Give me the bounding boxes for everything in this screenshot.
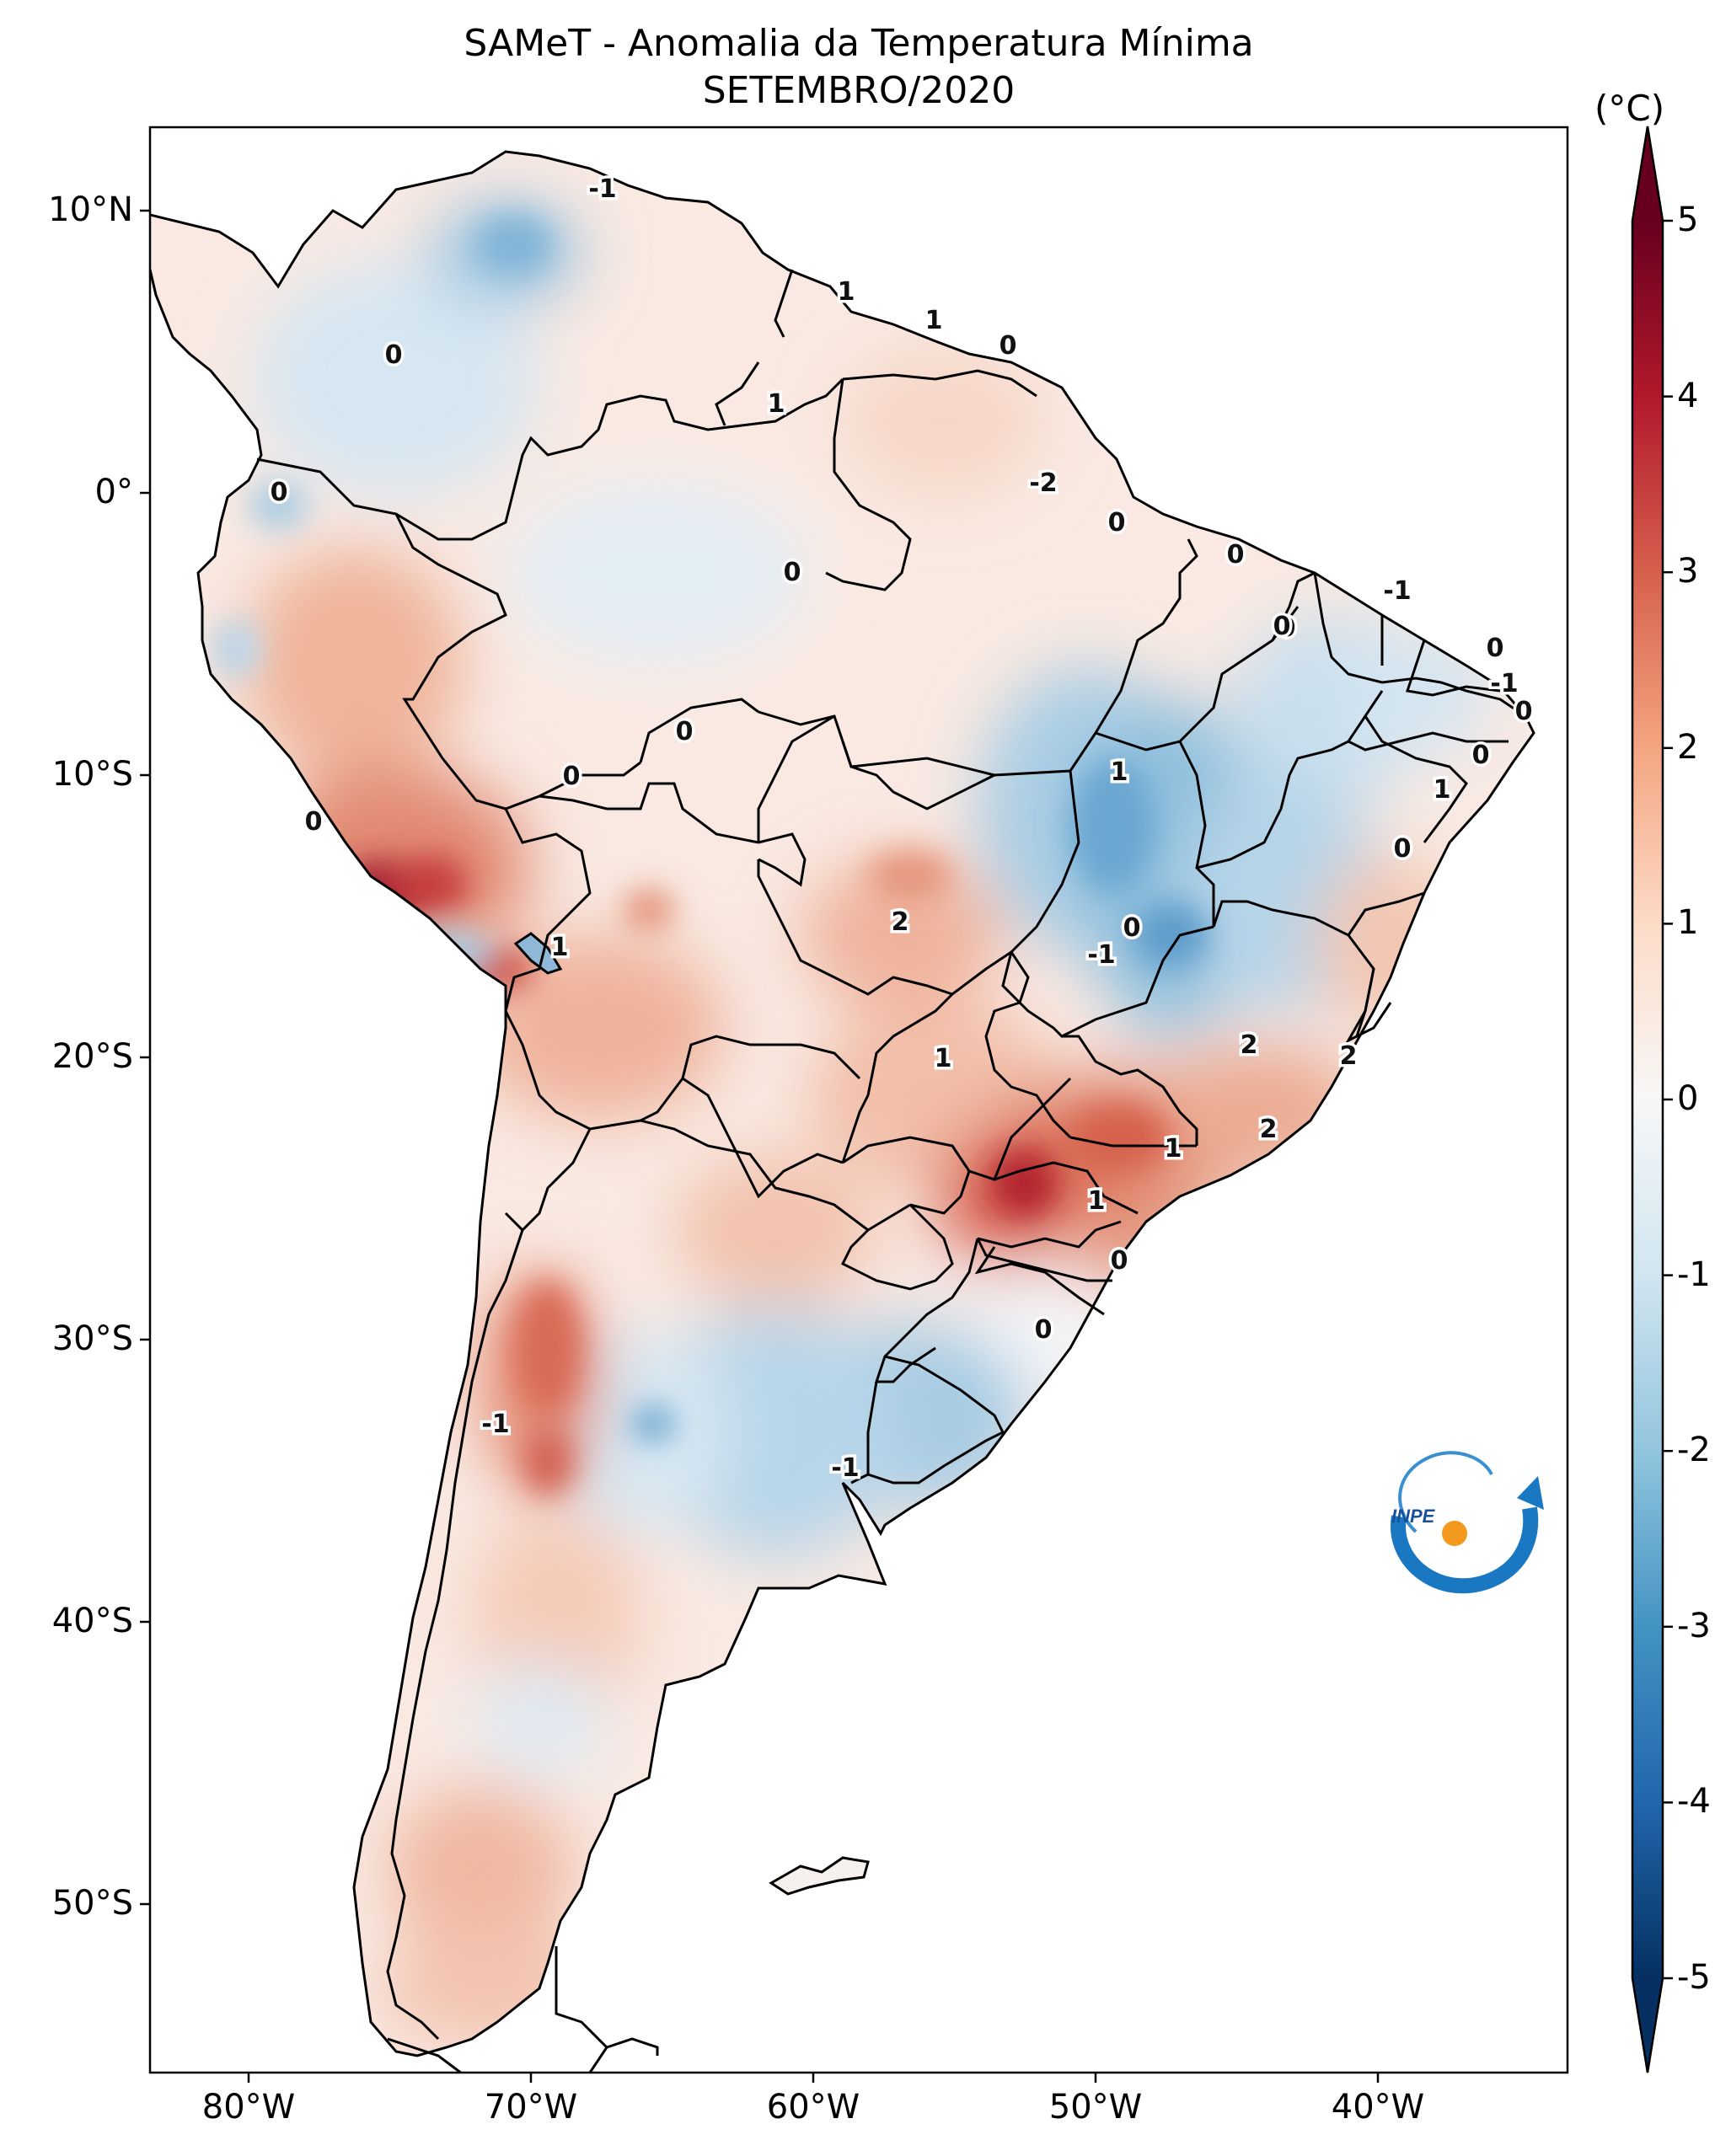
falkland-islands (769, 1856, 870, 1896)
contour-label: -1 (481, 1410, 509, 1439)
contour-label: 0 (1278, 613, 1296, 643)
contour-label: 0 (271, 478, 288, 507)
contour-label: 1 (1088, 1186, 1106, 1216)
contour-label: 1 (768, 389, 785, 419)
contour-label: 2 (1340, 1041, 1358, 1071)
lat-label: 20°S (51, 1037, 133, 1076)
lon-label: 80°W (201, 2088, 296, 2127)
contour-label: 0 (305, 807, 323, 837)
lat-label: 50°S (51, 1884, 133, 1923)
lat-label: 10°N (48, 190, 133, 229)
colorbar-tick-label: -4 (1677, 1782, 1711, 1822)
contour-label: 0 (1472, 741, 1490, 770)
contour-label: 0 (676, 717, 694, 746)
lat-label: 30°S (51, 1319, 133, 1358)
contour-label: 0 (999, 331, 1017, 361)
colorbar-units: (°C) (1594, 88, 1665, 129)
contour-label: 0 (1111, 1246, 1128, 1276)
lon-label: 70°W (484, 2088, 578, 2127)
contour-label: 0 (385, 340, 403, 370)
map-frame (148, 126, 1569, 2074)
colorbar-tick-label: -2 (1677, 1431, 1711, 1470)
contour-label: 0 (1227, 540, 1245, 570)
colorbar-gradient (1632, 221, 1663, 1978)
contour-label: 0 (1487, 634, 1504, 663)
contour-label: 2 (1260, 1115, 1278, 1144)
colorbar-tick-label: -1 (1677, 1255, 1711, 1294)
contour-label: 1 (1111, 757, 1128, 787)
lon-label: 50°W (1048, 2088, 1143, 2127)
coastline (150, 150, 1535, 2057)
contour-label: 1 (1434, 775, 1451, 805)
lon-label: 60°W (766, 2088, 860, 2127)
contour-label: 0 (1123, 913, 1141, 943)
colorbar-tick-label: -3 (1677, 1606, 1711, 1645)
contour-label: 0 (1108, 508, 1126, 538)
contour-label: 1 (838, 277, 855, 307)
map-subtitle: SETEMBRO/2020 (702, 69, 1016, 112)
contour-label: 0 (784, 558, 801, 587)
contour-label: -1 (1383, 576, 1411, 606)
colorbar-min-extension (1632, 1978, 1663, 2073)
inpe-logo-text: INPE (1391, 1506, 1436, 1527)
contour-label: 0 (1035, 1315, 1053, 1345)
inpe-logo: INPE (1391, 1451, 1544, 1594)
contour-label: 1 (935, 1044, 952, 1073)
contour-label: -1 (1087, 940, 1115, 970)
colorbar-tick-label: 2 (1677, 727, 1699, 767)
contour-label: -1 (1490, 669, 1518, 698)
colorbar-tick-label: 5 (1677, 201, 1699, 239)
contour-label: 2 (892, 907, 909, 937)
contour-label: -1 (588, 174, 616, 204)
colorbar-tick-label: 1 (1677, 903, 1699, 943)
lake-titicaca (513, 932, 563, 975)
lon-label: 40°W (1331, 2088, 1425, 2127)
contour-label: 0 (1515, 697, 1533, 726)
contour-label: 0 (1394, 834, 1412, 864)
lat-label: 40°S (51, 1602, 133, 1640)
contour-label: -2 (1029, 468, 1057, 498)
axis-ticks (140, 209, 1380, 2083)
lat-label: 10°S (51, 755, 133, 794)
political-borders (256, 269, 1526, 2073)
map-title: SAMeT - Anomalia da Temperatura Mínima (464, 22, 1254, 65)
colorbar (1631, 126, 1673, 2073)
contour-label: 1 (551, 933, 569, 962)
contour-label: -1 (831, 1453, 859, 1483)
colorbar-tick-label: 4 (1677, 376, 1699, 415)
contour-label: 1 (1165, 1134, 1182, 1164)
contour-label: 2 (1241, 1030, 1258, 1060)
contour-label: 0 (1273, 612, 1291, 641)
contour-label: 1 (925, 306, 943, 335)
colorbar-max-extension (1632, 126, 1663, 221)
lat-label: 0° (94, 473, 133, 511)
contour-label: 0 (563, 762, 581, 791)
colorbar-tick-marks (1663, 219, 1673, 1980)
colorbar-tick-label: -5 (1677, 1958, 1711, 1997)
colorbar-tick-label: 0 (1677, 1079, 1699, 1118)
colorbar-tick-label: 3 (1677, 552, 1699, 591)
